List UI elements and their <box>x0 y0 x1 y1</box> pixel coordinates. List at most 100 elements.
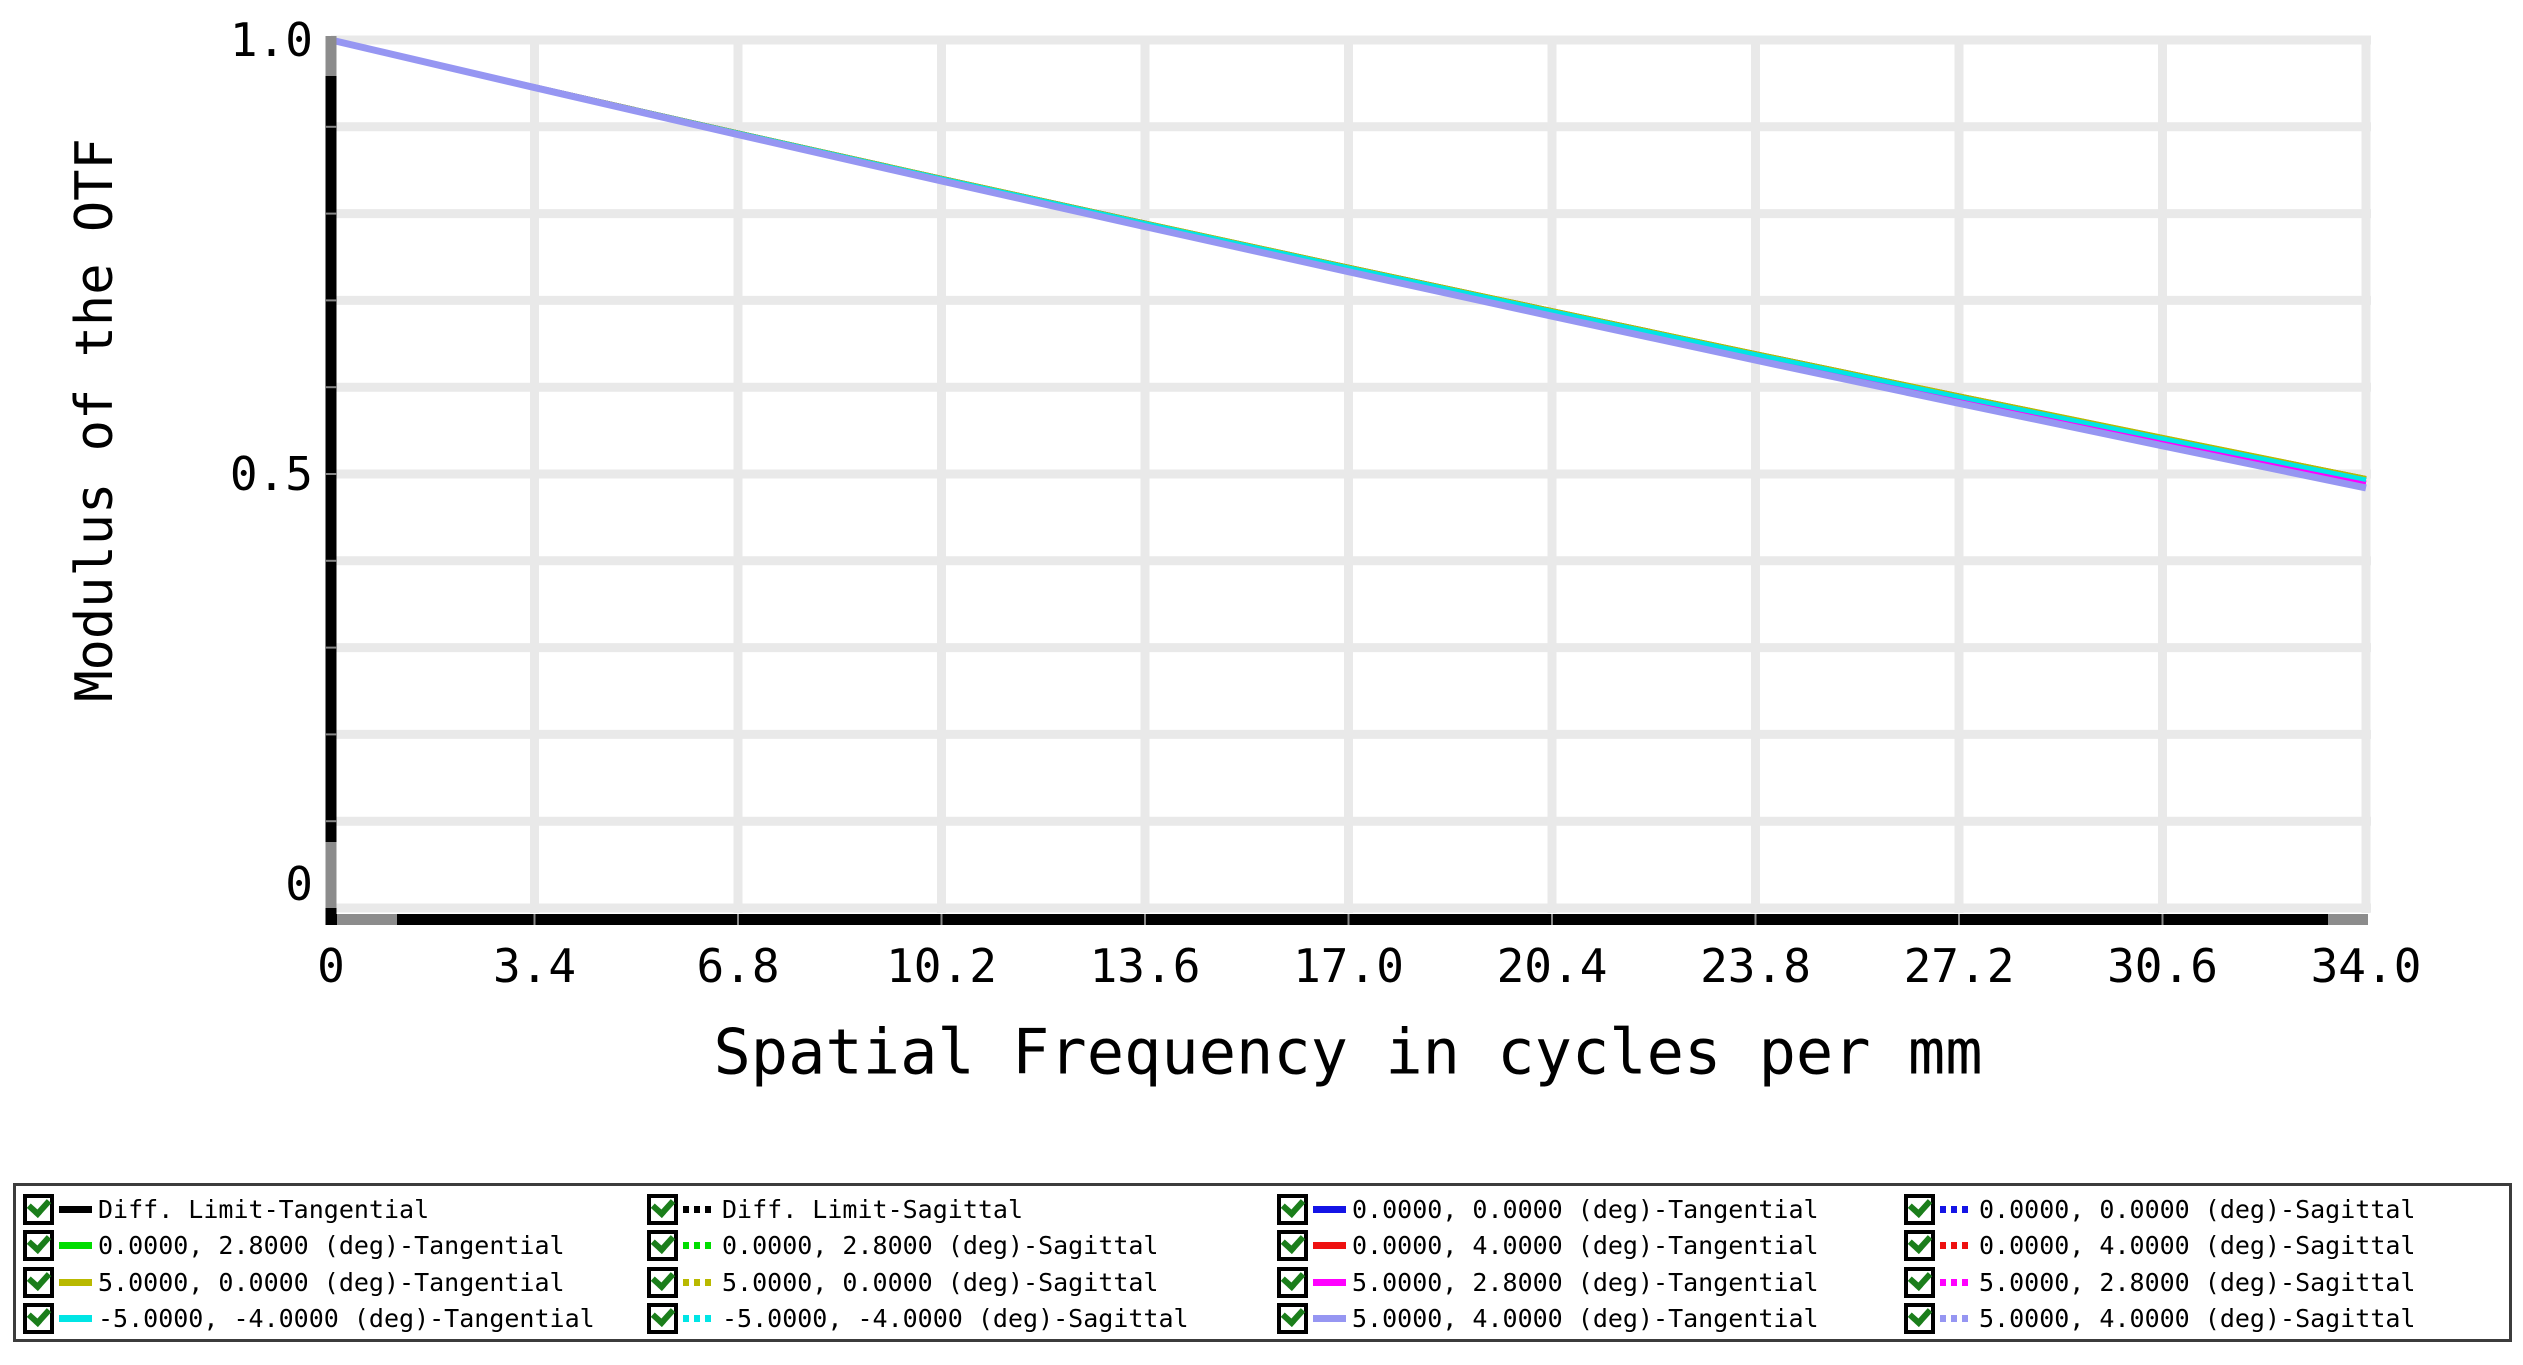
legend-entry: 0.0000, 4.0000 (deg)-Tangential <box>1277 1228 1904 1265</box>
check-icon <box>1907 1302 1933 1328</box>
legend-line-sample-solid <box>59 1242 92 1250</box>
legend-label: 0.0000, 4.0000 (deg)-Tangential <box>1352 1231 1819 1261</box>
legend-line-sample-solid <box>59 1278 92 1286</box>
legend-entry: Diff. Limit-Sagittal <box>647 1191 1277 1228</box>
legend-checkbox[interactable] <box>1277 1192 1308 1225</box>
legend-line-sample-dotted <box>683 1315 716 1323</box>
x-tick-label: 27.2 <box>1904 939 2015 993</box>
legend-label: 0.0000, 0.0000 (deg)-Sagittal <box>1979 1194 2416 1224</box>
legend-line-sample-solid <box>1313 1278 1346 1286</box>
x-tick-label: 20.4 <box>1497 939 1608 993</box>
x-tick-label: 13.6 <box>1090 939 1201 993</box>
check-icon <box>650 1302 676 1328</box>
legend-label: -5.0000, -4.0000 (deg)-Tangential <box>98 1304 595 1334</box>
check-icon <box>1280 1229 1306 1255</box>
legend-checkbox[interactable] <box>1904 1302 1935 1335</box>
legend-label: 5.0000, 2.8000 (deg)-Tangential <box>1352 1267 1819 1297</box>
y-tick-label: 0 <box>285 857 313 911</box>
legend-line-sample-dotted <box>683 1278 716 1286</box>
legend-entry: Diff. Limit-Tangential <box>23 1191 647 1228</box>
legend-line-sample-dotted <box>683 1242 716 1250</box>
legend-checkbox[interactable] <box>647 1192 678 1225</box>
x-tick-label: 3.4 <box>493 939 576 993</box>
legend-line-sample-solid <box>59 1205 92 1213</box>
legend-checkbox[interactable] <box>1277 1229 1308 1262</box>
legend-entry: 5.0000, 0.0000 (deg)-Tangential <box>23 1264 647 1301</box>
legend-checkbox[interactable] <box>1904 1265 1935 1298</box>
legend-label: 0.0000, 4.0000 (deg)-Sagittal <box>1979 1231 2416 1261</box>
x-axis-right-cap <box>2328 914 2368 925</box>
check-icon <box>1907 1192 1933 1218</box>
legend-checkbox[interactable] <box>1904 1192 1935 1225</box>
legend-label: -5.0000, -4.0000 (deg)-Sagittal <box>722 1304 1189 1334</box>
legend-checkbox[interactable] <box>23 1265 54 1298</box>
legend-checkbox[interactable] <box>1277 1302 1308 1335</box>
check-icon <box>650 1229 676 1255</box>
x-tick-label: 10.2 <box>886 939 997 993</box>
x-tick-label: 6.8 <box>696 939 779 993</box>
legend-label: 5.0000, 0.0000 (deg)-Sagittal <box>722 1267 1159 1297</box>
legend-line-sample-solid <box>1313 1205 1346 1213</box>
y-axis-top-cap <box>325 36 337 76</box>
legend-line-sample-dotted <box>1940 1242 1973 1250</box>
y-axis-bottom-cap <box>325 842 337 908</box>
check-icon <box>26 1192 52 1218</box>
legend-entry: 0.0000, 4.0000 (deg)-Sagittal <box>1904 1228 2509 1265</box>
x-axis-bar <box>325 914 2368 925</box>
check-icon <box>26 1229 52 1255</box>
check-icon <box>650 1192 676 1218</box>
x-tick-label: 34.0 <box>2311 939 2422 993</box>
legend-label: Diff. Limit-Sagittal <box>722 1194 1024 1224</box>
legend-label: Diff. Limit-Tangential <box>98 1194 430 1224</box>
check-icon <box>1907 1229 1933 1255</box>
legend-entry: 0.0000, 2.8000 (deg)-Sagittal <box>647 1228 1277 1265</box>
y-axis-bar <box>325 36 337 925</box>
legend-entry: 0.0000, 2.8000 (deg)-Tangential <box>23 1228 647 1265</box>
legend-entry: 0.0000, 0.0000 (deg)-Sagittal <box>1904 1191 2509 1228</box>
check-icon <box>1907 1265 1933 1291</box>
legend-line-sample-dotted <box>1940 1205 1973 1213</box>
legend-line-sample-solid <box>59 1315 92 1323</box>
legend-entry: 5.0000, 2.8000 (deg)-Sagittal <box>1904 1264 2509 1301</box>
check-icon <box>26 1302 52 1328</box>
legend-entry: 5.0000, 0.0000 (deg)-Sagittal <box>647 1264 1277 1301</box>
x-tick-label: 23.8 <box>1700 939 1811 993</box>
x-tick-label: 0 <box>317 939 345 993</box>
legend-entry: -5.0000, -4.0000 (deg)-Tangential <box>23 1301 647 1338</box>
legend-checkbox[interactable] <box>1904 1229 1935 1262</box>
legend-line-sample-dotted <box>1940 1278 1973 1286</box>
x-axis-left-cap <box>337 914 397 925</box>
y-tick-label: 0.5 <box>230 447 313 501</box>
x-tick-label: 17.0 <box>1293 939 1404 993</box>
check-icon <box>1280 1302 1306 1328</box>
legend-label: 0.0000, 2.8000 (deg)-Sagittal <box>722 1231 1159 1261</box>
legend-label: 5.0000, 2.8000 (deg)-Sagittal <box>1979 1267 2416 1297</box>
legend-label: 5.0000, 4.0000 (deg)-Tangential <box>1352 1304 1819 1334</box>
plot-area: 1.0 0.5 00 3.4 6.8 10.2 13.6 17.0 20.4 23.8 27.2 30… <box>230 13 2422 993</box>
legend-checkbox[interactable] <box>1277 1265 1308 1298</box>
legend-checkbox[interactable] <box>647 1302 678 1335</box>
check-icon <box>1280 1265 1306 1291</box>
legend-checkbox[interactable] <box>647 1265 678 1298</box>
legend-checkbox[interactable] <box>23 1229 54 1262</box>
x-axis-title: Spatial Frequency in cycles per mm <box>713 1015 1983 1089</box>
legend-grid: Diff. Limit-Tangential Diff. Limit-Sagitt… <box>16 1186 2509 1337</box>
legend-label: 0.0000, 0.0000 (deg)-Tangential <box>1352 1194 1819 1224</box>
legend-entry: 5.0000, 4.0000 (deg)-Sagittal <box>1904 1301 2509 1338</box>
legend-line-sample-solid <box>1313 1242 1346 1250</box>
legend-checkbox[interactable] <box>23 1302 54 1335</box>
legend-checkbox[interactable] <box>647 1229 678 1262</box>
legend-label: 5.0000, 0.0000 (deg)-Tangential <box>98 1267 565 1297</box>
legend-checkbox[interactable] <box>23 1192 54 1225</box>
check-icon <box>26 1265 52 1291</box>
y-tick-label: 1.0 <box>230 13 313 67</box>
curve-14 <box>330 36 2367 492</box>
legend-label: 0.0000, 2.8000 (deg)-Tangential <box>98 1231 565 1261</box>
legend-line-sample-dotted <box>1940 1315 1973 1323</box>
legend-entry: -5.0000, -4.0000 (deg)-Sagittal <box>647 1301 1277 1338</box>
x-tick-label: 30.6 <box>2107 939 2218 993</box>
legend-entry: 5.0000, 4.0000 (deg)-Tangential <box>1277 1301 1904 1338</box>
legend-label: 5.0000, 4.0000 (deg)-Sagittal <box>1979 1304 2416 1334</box>
check-icon <box>1280 1192 1306 1218</box>
